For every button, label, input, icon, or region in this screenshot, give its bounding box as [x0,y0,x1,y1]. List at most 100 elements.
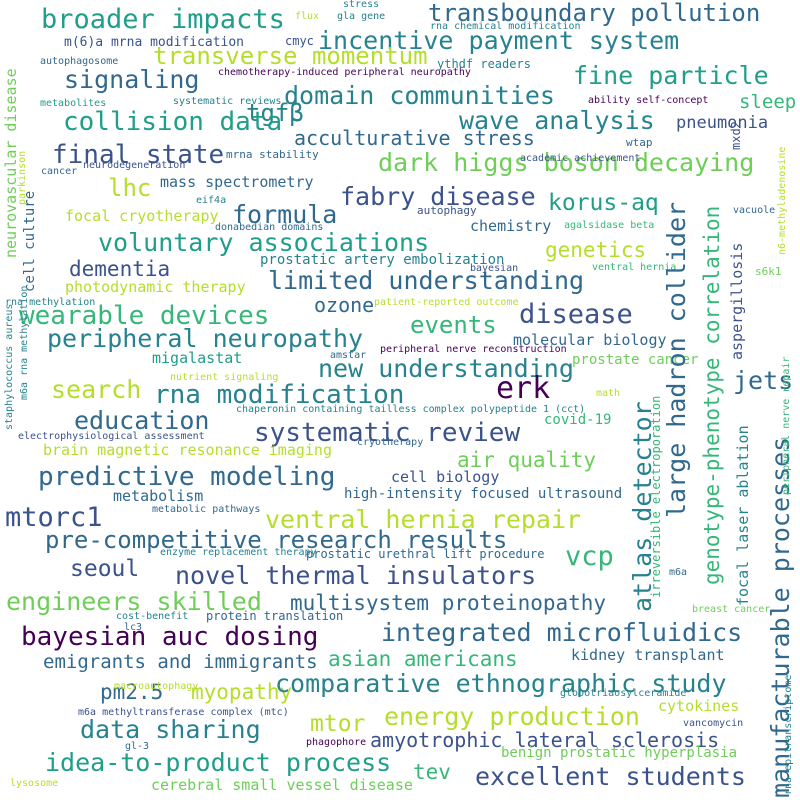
word-comparative-ethnographic-study: comparative ethnographic study [275,669,727,698]
word-predictive-modeling: predictive modeling [38,462,336,492]
word-agalsidase-beta: agalsidase beta [564,220,655,231]
word-mtor: mtor [310,711,366,737]
word-mrna-stability: mrna stability [226,148,319,161]
word-m6a-methyltransferase-complex: m6a methyltransferase complex (mtc) [78,707,289,718]
word-metabolites: metabolites [40,98,107,109]
word-ventral-hernia: ventral hernia [592,262,677,273]
word-incentive-payment-system: incentive payment system [318,26,680,55]
word-metabolic-pathways: metabolic pathways [152,504,261,515]
word-cancer: cancer [41,166,78,177]
word-protein-translation: protein translation [206,609,344,623]
word-cytokines: cytokines [658,697,740,715]
word-novel-thermal-insulators: novel thermal insulators [175,561,537,590]
word-autophagosome: autophagosome [40,56,119,67]
word-chemistry: chemistry [470,217,552,235]
word-vacuole: vacuole [733,205,776,216]
word-lc3: lc3 [124,622,143,633]
word-focal-cryotherapy: focal cryotherapy [65,207,219,225]
word-cost-benefit: cost-benefit [116,611,189,622]
word-enzyme-replacement-therapy: enzyme replacement therapy [160,547,317,558]
word-pre-competitive-research-results: pre-competitive research results [45,526,508,554]
word-new-understanding: new understanding [318,354,574,383]
word-rna-modification: rna modification [154,380,405,410]
word-tgfb: tgfβ [246,99,304,127]
word-staphylococcus-aureus: staphylococcus aureus [4,303,15,430]
word-eif4a: eif4a [196,195,227,206]
word-peripheral-nerve-repair: peripheral nerve repair [781,356,792,495]
word-asian-americans: asian americans [328,647,518,671]
word-focal-laser-ablation: focal laser ablation [734,425,752,606]
word-idea-to-product-process: idea-to-product process [45,748,392,777]
word-erk: erk [496,371,551,406]
word-pm25: pm2.5 [100,680,164,704]
word-wearable-devices: wearable devices [19,301,270,331]
word-korus-aq: korus-aq [548,190,659,216]
word-cell-culture: cell culture [22,190,38,292]
word-math: math [596,388,621,399]
word-irreversible-electroporation: irreversible electroporation [649,395,663,598]
word-cell-biology: cell biology [391,468,500,486]
word-collision-data: collision data [63,107,283,137]
word-data-sharing: data sharing [80,715,261,744]
word-sleep: sleep [739,91,797,113]
word-genotype-phenotype-correlation: genotype-phenotype correlation [700,205,724,585]
word-voluntary-associations: voluntary associations [98,228,430,257]
word-final-state: final state [52,140,225,170]
word-autophagy: autophagy [417,204,477,217]
word-flux: flux [295,11,320,22]
word-mtorc1: mtorc1 [5,502,103,533]
word-kidney-transplant: kidney transplant [571,646,725,664]
word-ventral-hernia-repair: ventral hernia repair [265,505,582,534]
word-benign-prostatic-hyperplasia: benign prostatic hyperplasia [501,745,738,761]
word-dementia: dementia [69,257,171,281]
word-m6a-rna-methylation: m6a rna methylation [19,285,30,400]
word-chaperonin-containing-tailless-complex-polypeptide-1: chaperonin containing tailless complex p… [236,404,586,415]
word-n6-methyladenosine: n6-methyladenosine [777,146,788,255]
word-ythdf-readers: ythdf readers [437,57,531,71]
word-systematic-reviews: systematic reviews [173,96,282,107]
word-myopathy: myopathy [191,680,293,704]
word-peripheral-neuropathy: peripheral neuropathy [47,324,364,353]
word-seoul: seoul [70,556,140,582]
word-high-intensity-focused-ultrasound: high-intensity focused ultrasound [344,486,623,502]
word-disease: disease [519,299,633,330]
word-excellent-students: excellent students [475,762,746,791]
word-genetics: genetics [545,238,647,262]
word-broader-impacts: broader impacts [41,4,285,35]
word-dark-higgs-boson-decaying: dark higgs boson decaying [378,148,755,177]
word-fine-particle: fine particle [573,61,769,90]
word-metabolism: metabolism [113,487,204,505]
word-s6k1: s6k1 [755,265,782,278]
word-neurodegeneration: neurodegeneration [83,160,186,171]
word-amstar: amstar [330,350,367,361]
word-cerebral-small-vessel-disease: cerebral small vessel disease [151,776,413,794]
word-bayesian: bayesian [470,263,519,274]
word-signaling: signaling [64,65,200,94]
word-ability-self-concept: ability self-concept [588,95,709,106]
word-photodynamic-therapy: photodynamic therapy [65,278,246,296]
word-ozone: ozone [314,293,375,317]
word-peripheral-nerve-reconstruction: peripheral nerve reconstruction [380,344,567,355]
word-integrated-microfluidics: integrated microfluidics [381,618,743,647]
word-events: events [410,311,497,339]
word-aspergillosis: aspergillosis [728,242,746,360]
word-transverse-momentum: transverse momentum [153,42,428,70]
word-education: education [74,406,210,435]
word-prostatic-urethral-lift-procedure: prostatic urethral lift procedure [306,547,545,561]
word-parkinson: parkinson [17,150,28,205]
word-acculturative-stress: acculturative stress [294,126,535,150]
word-search: search [51,375,142,404]
word-bayesian-auc-dosing: bayesian auc dosing [21,622,319,652]
word-prostate-cancer: prostate cancer [572,352,699,368]
word-cmyc: cmyc [285,34,314,48]
word-pneumonia: pneumonia [676,113,769,133]
word-lhc: lhc [108,174,152,202]
word-donabedian-domains: donabedian domains [215,222,324,233]
word-jets: jets [733,366,794,395]
word-stress: stress [343,0,380,10]
word-wave-analysis: wave analysis [459,106,655,135]
word-rna-chemical-modification: rna chemical modification [430,21,581,32]
word-gla-gene: gla gene [337,11,386,22]
word-large-hadron-collider: large hadron collider [662,201,691,518]
word-molecular-biology: molecular biology [513,331,667,349]
